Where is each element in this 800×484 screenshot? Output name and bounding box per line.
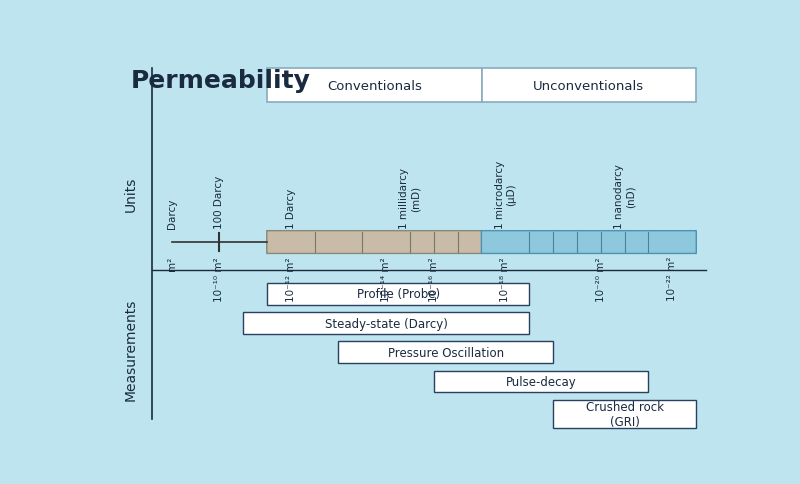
Text: Units: Units [124, 177, 138, 212]
Text: 10⁻¹⁰ m²: 10⁻¹⁰ m² [214, 257, 224, 301]
Bar [267, 69, 482, 103]
Text: 1 Darcy: 1 Darcy [286, 188, 296, 228]
Text: Darcy: Darcy [166, 198, 177, 228]
Bar [434, 371, 649, 393]
Text: Permeability: Permeability [131, 69, 311, 93]
FancyBboxPatch shape [482, 231, 696, 254]
Text: Pressure Oscillation: Pressure Oscillation [388, 346, 504, 359]
Text: Profile (Probe): Profile (Probe) [357, 288, 440, 301]
Text: 1 microdarcy
(μD): 1 microdarcy (μD) [494, 161, 516, 228]
Text: m²: m² [166, 257, 177, 271]
Bar [553, 400, 696, 428]
Bar [267, 284, 530, 305]
Text: 10⁻²⁰ m²: 10⁻²⁰ m² [596, 257, 606, 301]
Text: Steady-state (Darcy): Steady-state (Darcy) [325, 317, 447, 330]
Text: 10⁻¹² m²: 10⁻¹² m² [286, 257, 296, 301]
Text: Crushed rock
(GRI): Crushed rock (GRI) [586, 400, 664, 428]
Text: Conventionals: Conventionals [326, 79, 422, 92]
Text: Pulse-decay: Pulse-decay [506, 375, 577, 388]
Text: 10⁻¹⁶ m²: 10⁻¹⁶ m² [429, 257, 439, 301]
Text: 1 millidarcy
(mD): 1 millidarcy (mD) [399, 168, 421, 228]
Text: 10⁻¹⁴ m²: 10⁻¹⁴ m² [381, 257, 391, 301]
FancyBboxPatch shape [266, 231, 482, 254]
Bar [482, 69, 696, 103]
Text: 100 Darcy: 100 Darcy [214, 175, 224, 228]
Text: Unconventionals: Unconventionals [534, 79, 645, 92]
Text: 10⁻¹⁸ m²: 10⁻¹⁸ m² [500, 257, 510, 301]
Text: Measurements: Measurements [124, 298, 138, 400]
Text: 1 nanodarcy
(nD): 1 nanodarcy (nD) [614, 164, 635, 228]
Bar [338, 342, 553, 363]
Text: 10⁻²² m²: 10⁻²² m² [667, 257, 678, 301]
Bar [243, 313, 530, 334]
